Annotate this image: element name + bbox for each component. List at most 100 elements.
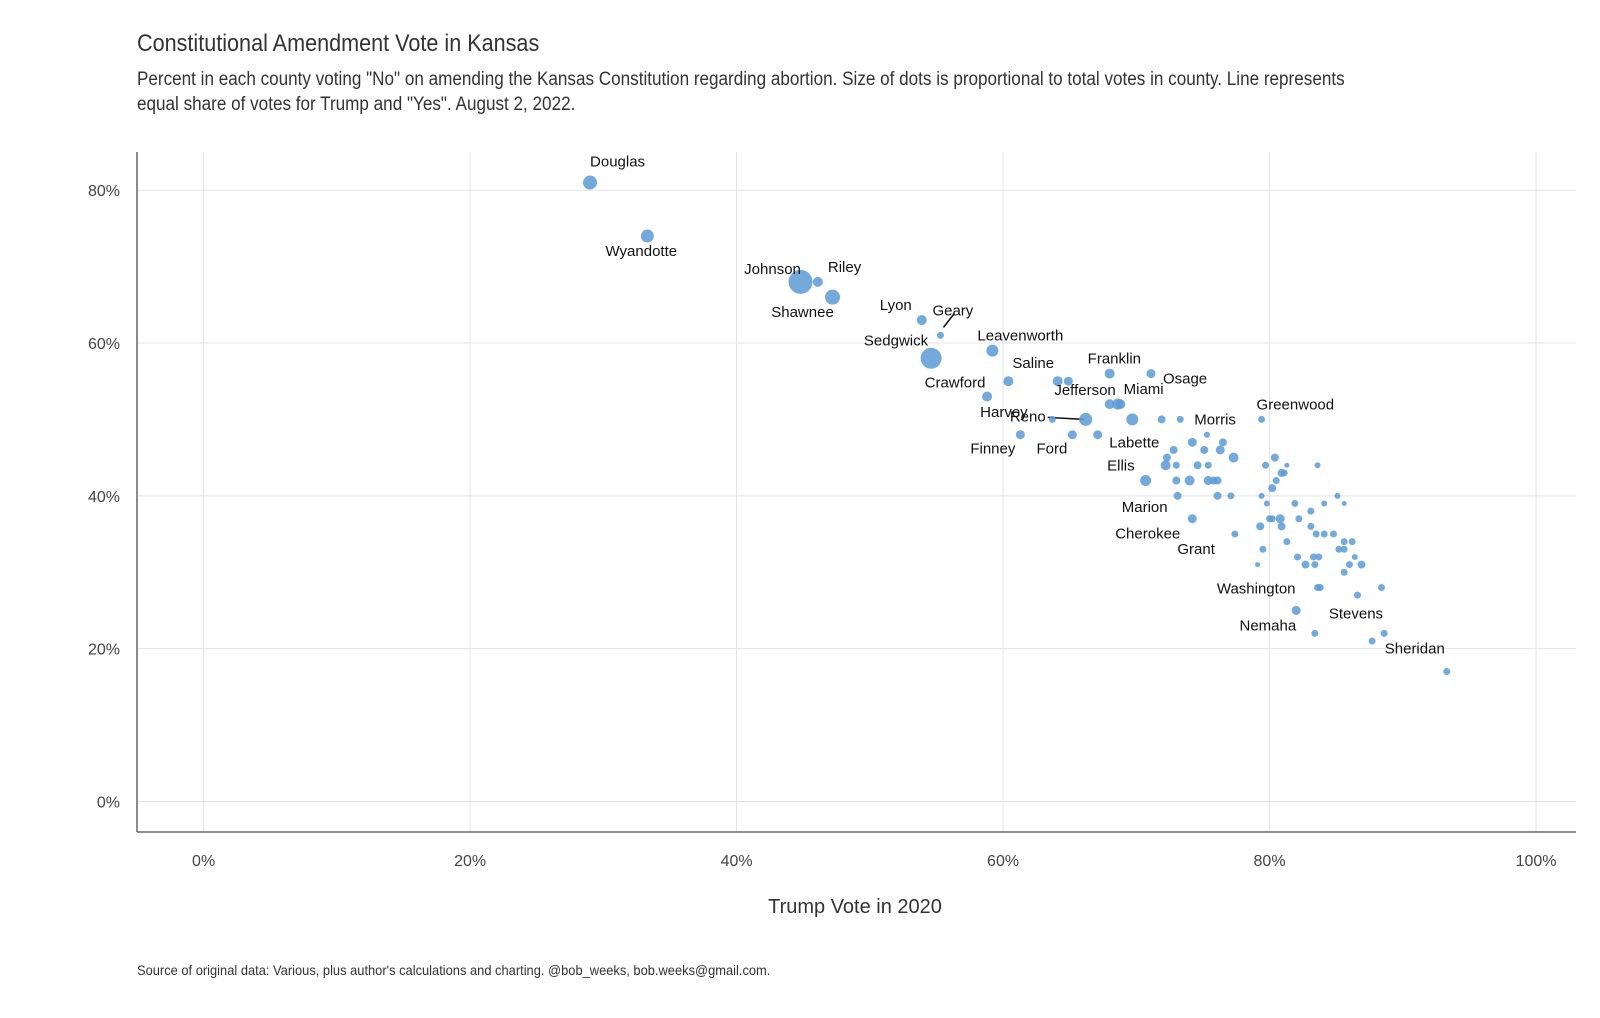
label-ford: Ford	[1037, 441, 1068, 458]
label-crawford: Crawford	[925, 374, 986, 391]
point-wyandotte	[640, 229, 654, 243]
point-county	[1357, 560, 1366, 569]
point-county	[1268, 515, 1276, 523]
point-county	[1277, 522, 1286, 531]
point-county	[1270, 453, 1279, 462]
point-county	[1262, 461, 1270, 469]
chart-subtitle: Percent in each county voting "No" on am…	[137, 69, 1345, 115]
x-tick-label: 100%	[1516, 853, 1557, 870]
point-stevens	[1311, 629, 1319, 637]
point-county	[1104, 399, 1115, 410]
point-greenwood	[1258, 415, 1266, 423]
label-reno: Reno	[1010, 408, 1046, 425]
point-county	[1184, 475, 1195, 486]
point-county	[1203, 431, 1210, 438]
label-connector	[942, 312, 956, 328]
point-county	[1280, 469, 1288, 477]
label-leavenworth: Leavenworth	[977, 328, 1063, 345]
label-finney: Finney	[970, 441, 1016, 458]
label-sheridan: Sheridan	[1385, 641, 1445, 658]
x-tick-label: 0%	[192, 853, 215, 870]
x-axis-title: Trump Vote in 2020	[768, 896, 942, 918]
label-sedgwick: Sedgwick	[864, 332, 929, 349]
point-riley	[812, 276, 823, 287]
point-county	[1341, 500, 1347, 506]
point-sheridan	[1443, 668, 1451, 676]
grid	[137, 152, 1576, 832]
point-county	[1093, 430, 1103, 440]
point-county	[1213, 476, 1222, 485]
point-county	[1258, 492, 1265, 499]
label-lyon: Lyon	[880, 297, 912, 314]
point-county	[1200, 445, 1209, 454]
point-douglas	[583, 175, 598, 190]
point-county	[1275, 514, 1285, 524]
x-tick-label: 60%	[987, 853, 1019, 870]
point-county	[1334, 492, 1341, 499]
point-county	[1291, 499, 1299, 507]
point-county	[1301, 560, 1310, 569]
point-leavenworth	[986, 344, 999, 357]
label-harvey: Harvey	[980, 404, 1028, 421]
point-franklin	[1104, 368, 1115, 379]
point-county	[1295, 515, 1303, 523]
chart-caption: Source of original data: Various, plus a…	[137, 962, 771, 978]
point-county	[1321, 500, 1328, 507]
point-marion	[1173, 491, 1182, 500]
y-tick-label: 40%	[88, 489, 120, 506]
chart-title: Constitutional Amendment Vote in Kansas	[137, 30, 540, 57]
point-shawnee	[825, 289, 841, 305]
point-county	[1353, 591, 1361, 599]
point-county	[1335, 545, 1343, 553]
point-harvey	[1052, 376, 1063, 387]
point-county	[1259, 545, 1267, 553]
label-washington: Washington	[1217, 581, 1296, 598]
point-county	[1272, 477, 1280, 485]
point-saline	[1003, 376, 1014, 387]
point-county	[1172, 476, 1181, 485]
point-county	[1268, 484, 1277, 493]
point-county	[1048, 415, 1056, 423]
point-osage	[1146, 369, 1156, 379]
point-county	[1312, 530, 1320, 538]
label-saline: Saline	[1012, 355, 1054, 372]
point-county	[1310, 553, 1318, 561]
point-county	[1340, 538, 1348, 546]
point-ford	[1067, 430, 1077, 440]
label-stevens: Stevens	[1329, 605, 1383, 622]
point-county	[1215, 445, 1225, 455]
label-nemaha: Nemaha	[1239, 617, 1296, 634]
point-county	[1157, 415, 1166, 424]
point-lyon	[916, 315, 927, 326]
y-tick-label: 0%	[97, 794, 120, 811]
point-geary	[936, 331, 944, 339]
point-county	[1315, 553, 1323, 561]
point-crawford	[982, 391, 993, 402]
point-county	[1311, 561, 1319, 569]
label-douglas: Douglas	[590, 154, 645, 171]
point-county	[1348, 538, 1356, 546]
point-county	[1169, 445, 1178, 454]
point-county	[1172, 461, 1180, 469]
point-county	[1284, 462, 1290, 468]
point-county	[1307, 522, 1315, 530]
county-labels: Douglas Wyandotte Johnson Riley Shawnee Lyon G…	[590, 154, 1445, 658]
point-county	[1314, 462, 1321, 469]
label-riley: Riley	[828, 259, 862, 276]
axes: 0% 20% 40% 60% 80% 100% 0% 20% 40% 60% 80%	[88, 152, 1576, 870]
point-county	[1380, 629, 1388, 637]
point-county	[1162, 453, 1171, 462]
point-county	[1227, 492, 1235, 500]
label-jefferson: Jefferson	[1054, 382, 1115, 399]
label-morris: Morris	[1194, 411, 1236, 428]
point-sedgwick	[920, 347, 942, 369]
point-county	[1345, 561, 1353, 569]
point-ellis	[1140, 475, 1152, 487]
y-tick-label: 20%	[88, 642, 120, 659]
point-grant	[1231, 530, 1239, 538]
point-reno	[1079, 412, 1093, 426]
x-tick-label: 20%	[454, 853, 486, 870]
point-labette	[1126, 413, 1139, 426]
label-grant: Grant	[1177, 541, 1215, 558]
